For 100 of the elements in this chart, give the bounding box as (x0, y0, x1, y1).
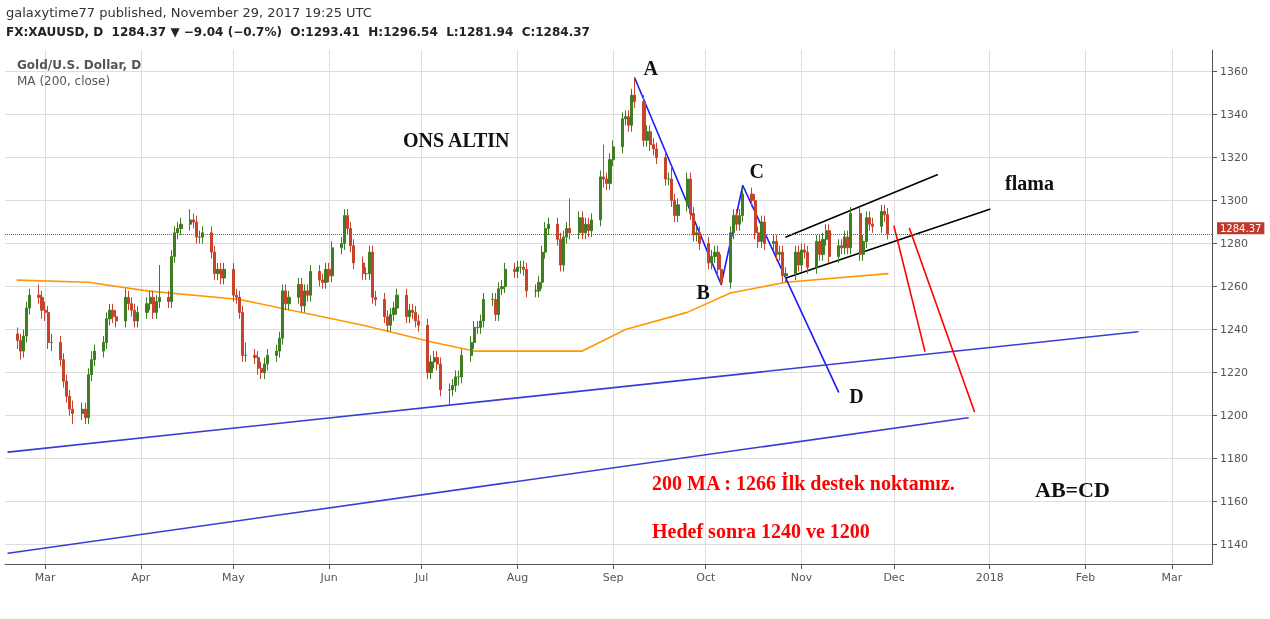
candlestick (284, 283, 287, 311)
candlestick (627, 109, 630, 133)
candlestick (306, 283, 309, 303)
text: MA (200, close) (17, 74, 111, 88)
candlestick (837, 238, 840, 264)
y-tick-label: 1180 (1220, 452, 1248, 466)
x-tick-label: Jun (319, 571, 338, 584)
annotation: AB=CD (1035, 476, 1110, 502)
x-tick-label: Mar (1161, 571, 1183, 584)
candlestick (806, 245, 809, 275)
x-tick-label: Dec (883, 571, 905, 584)
candlestick (880, 204, 883, 234)
candlestick (50, 333, 53, 352)
annotation: B (696, 281, 710, 304)
candlestick (309, 264, 312, 303)
candlestick (124, 288, 127, 328)
candlestick (516, 260, 519, 279)
x-tick-label: Oct (696, 571, 716, 584)
y-tick-label: 1320 (1220, 151, 1248, 165)
candlestick (136, 305, 139, 328)
candlestick (362, 255, 365, 281)
y-tick-label: 1260 (1220, 280, 1248, 294)
candlestick (775, 234, 778, 262)
candlestick (707, 236, 710, 270)
annotation: C (749, 160, 765, 183)
candlestick (840, 238, 843, 255)
candlestick (843, 230, 846, 255)
x-tick-label: Nov (790, 571, 813, 584)
candlestick (621, 111, 624, 154)
y-tick-label: 1360 (1220, 65, 1248, 79)
candlestick (297, 277, 300, 305)
candlestick (368, 245, 371, 281)
ref-line-label: 1284.37 (1220, 222, 1262, 234)
candlestick (590, 212, 593, 238)
candlestick (300, 277, 303, 313)
candlestick (710, 249, 713, 270)
candlestick (642, 94, 646, 148)
candlestick (497, 281, 500, 322)
candlestick (655, 141, 658, 165)
candlestick (494, 292, 497, 322)
x-tick-label: May (222, 571, 246, 584)
candlestick (849, 206, 852, 255)
candlestick (868, 210, 871, 232)
candlestick (324, 262, 328, 290)
candlestick (216, 262, 220, 281)
y-tick-label: 1340 (1220, 108, 1248, 122)
candlestick (800, 243, 803, 273)
y-tick-label: 1240 (1220, 323, 1248, 337)
line-series (16, 272, 889, 352)
candlestick (664, 150, 667, 186)
candlestick (760, 215, 763, 249)
text: FX:XAUUSD, D 1284.37 ▼ −9.04 (−0.7%) O:1293.41 H:1296.54 L:1281.94 C:1284.37 (6, 25, 590, 39)
y-tick-label: 1220 (1220, 366, 1248, 380)
candlestick (686, 172, 689, 212)
x-tick-label: 2018 (975, 571, 1004, 584)
x-tick-label: Sep (602, 571, 624, 584)
candlestick (584, 217, 587, 240)
candlestick (81, 402, 84, 421)
candlestick (815, 234, 818, 275)
candlestick (179, 217, 183, 236)
candlestick (646, 124, 649, 148)
candlestick (84, 402, 87, 425)
candlestick (695, 225, 698, 242)
candlestick (408, 303, 411, 324)
y-tick-label: 1140 (1220, 538, 1248, 552)
candlestick (47, 305, 50, 350)
annotation: 200 MA : 1266 İlk destek noktamız. (652, 471, 955, 494)
candlestick (303, 283, 306, 313)
annotation: D (849, 384, 864, 407)
candlestick (649, 124, 652, 152)
candlestick (331, 240, 334, 283)
y-tick-label: 1280 (1220, 237, 1248, 251)
candlestick (257, 350, 260, 376)
candlestick (405, 288, 408, 324)
candlestick (287, 290, 291, 311)
candlestick (578, 210, 581, 240)
candlestick (794, 245, 797, 281)
x-tick-label: Apr (131, 571, 151, 584)
candlestick (599, 169, 602, 227)
candlestick (152, 290, 155, 320)
candlestick (772, 234, 775, 251)
annotation: A (643, 56, 659, 79)
candlestick (797, 245, 800, 273)
candlestick (633, 77, 636, 109)
candlestick (525, 262, 528, 298)
candlestick (602, 144, 605, 189)
candlestick (784, 266, 788, 283)
annotation: Hedef sonra 1240 ve 1200 (652, 520, 870, 542)
candlestick (201, 225, 204, 245)
candlestick (111, 303, 115, 324)
y-tick-label: 1200 (1220, 409, 1248, 423)
candlestick (371, 245, 374, 305)
candlestick (735, 208, 738, 232)
candlestick (426, 318, 429, 380)
candlestick (429, 354, 433, 380)
candlestick (167, 290, 170, 309)
candlestick (189, 208, 192, 232)
annotation: flama (1005, 172, 1054, 194)
x-tick-label: Jul (414, 571, 429, 584)
candlestick (676, 197, 680, 223)
